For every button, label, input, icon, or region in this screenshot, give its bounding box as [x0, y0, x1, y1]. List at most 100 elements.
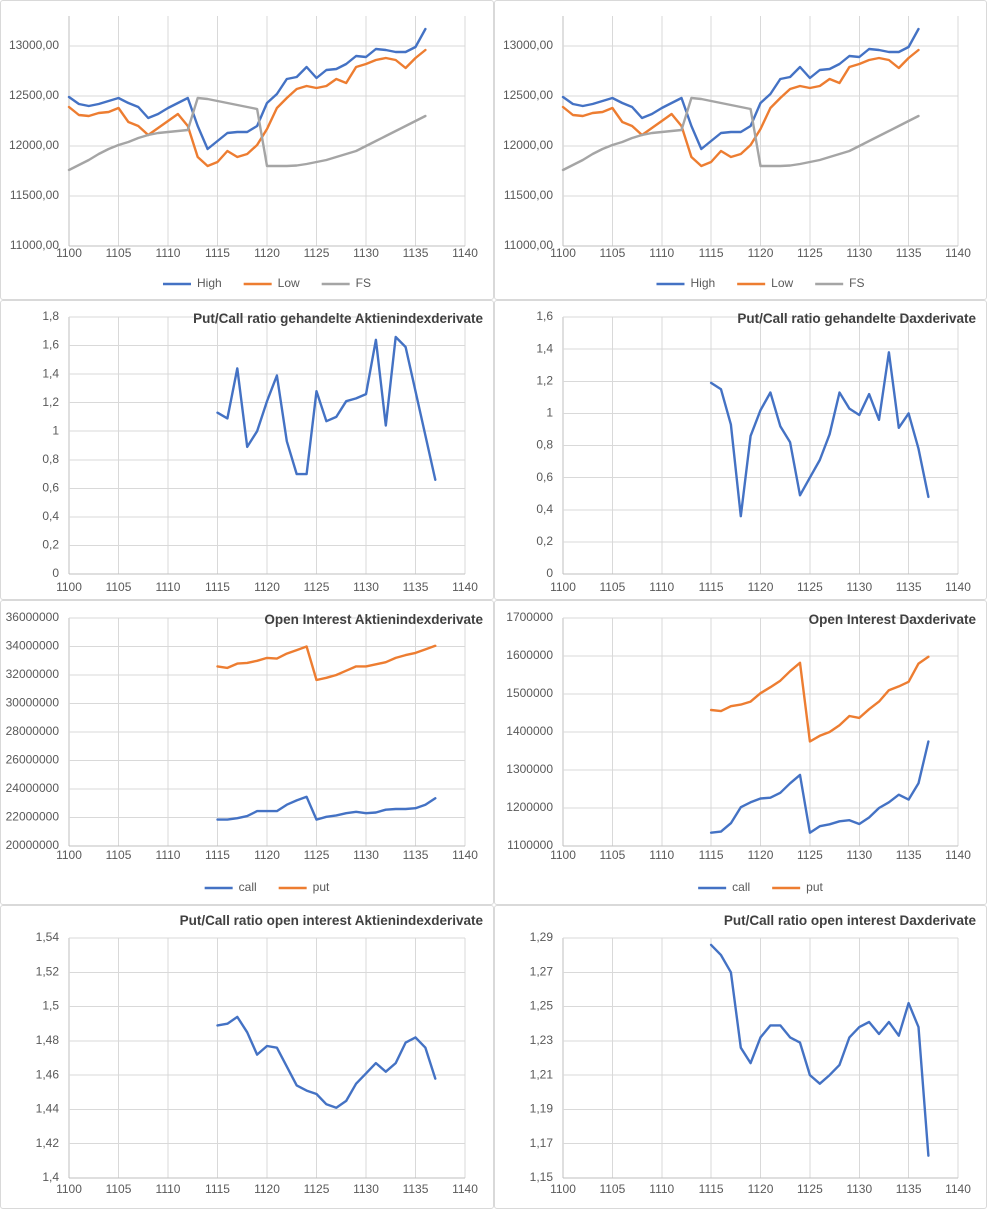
- x-tick-label: 1115: [699, 246, 724, 260]
- x-tick-label: 1105: [106, 580, 132, 594]
- legend-item-low: Low: [243, 276, 300, 290]
- x-tick-label: 1120: [748, 1182, 774, 1196]
- chart-legend: call put: [204, 880, 330, 894]
- chart-panel-high-low-fs-left[interactable]: 11000,00 11500,00 12000,00 12500,00 13000,00…: [0, 0, 494, 300]
- chart-panel-put-call-ratio-traded-daxderivate[interactable]: 0 0,2 0,4 0,6 0,8 1 1,2 1,4 1,6 1100 1105 1110 1115 1…: [494, 300, 987, 600]
- y-tick-label: 1600000: [506, 648, 553, 662]
- x-tick-label: 1130: [353, 848, 379, 862]
- y-tick-label: 34000000: [6, 639, 60, 653]
- y-tick-label: 1,42: [36, 1136, 60, 1150]
- x-tick-label: 1125: [304, 580, 330, 594]
- x-tick-label: 1115: [699, 580, 724, 594]
- x-tick-label: 1105: [599, 848, 625, 862]
- x-tick-label: 1125: [304, 848, 330, 862]
- y-tick-label: 1700000: [506, 610, 553, 624]
- chart-panel-open-interest-aktienindexderivate[interactable]: 20000000 22000000 24000000 26000000 28000000…: [0, 600, 494, 905]
- x-tick-label: 1120: [254, 1182, 280, 1196]
- chart-panel-put-call-ratio-traded-aktienindexderivate[interactable]: 0 0,2 0,4 0,6 0,8 1 1,2 1,4 1,6 1,8 1100 1105 1110 11…: [0, 300, 494, 600]
- chart-canvas: 0 0,2 0,4 0,6 0,8 1 1,2 1,4 1,6 1,8 1100 1105 1110 11…: [42, 309, 483, 594]
- gridlines: [68, 316, 466, 575]
- x-tick-label: 1130: [353, 1182, 379, 1196]
- x-tick-label: 1100: [550, 580, 576, 594]
- y-tick-label: 1,19: [530, 1102, 554, 1116]
- y-tick-label: 1,4: [536, 341, 553, 355]
- chart-panel-high-low-fs-right[interactable]: 11000,00 11500,00 12000,00 12500,00 13000,00…: [494, 0, 987, 300]
- x-tick-label: 1130: [846, 848, 872, 862]
- series-line-put: [216, 644, 437, 682]
- x-tick-label: 1110: [156, 246, 181, 260]
- y-tick-label: 1,4: [42, 1170, 59, 1184]
- legend-label: put: [313, 880, 330, 894]
- legend-item-low: Low: [737, 276, 794, 290]
- y-tick-label: 13000,00: [503, 38, 553, 52]
- legend-item-high: High: [656, 276, 715, 290]
- x-tick-label: 1105: [106, 246, 132, 260]
- x-tick-label: 1115: [205, 246, 230, 260]
- x-tick-label: 1120: [748, 848, 774, 862]
- y-tick-label: 1,46: [36, 1067, 60, 1081]
- x-tick-label: 1110: [156, 848, 181, 862]
- series-line-call: [709, 740, 930, 834]
- y-tick-label: 1500000: [506, 686, 553, 700]
- y-tick-label: 1,8: [42, 309, 59, 323]
- y-tick-label: 1: [546, 406, 553, 420]
- series-line-low: [561, 48, 920, 168]
- y-tick-label: 1,52: [36, 964, 60, 978]
- x-tick-label: 1120: [254, 246, 280, 260]
- y-tick-label: 1200000: [506, 800, 553, 814]
- y-tick-label: 1100000: [507, 838, 553, 852]
- legend-item-put: put: [772, 880, 824, 894]
- chart-canvas: 11000,00 11500,00 12000,00 12500,00 13000,00…: [503, 16, 971, 290]
- x-tick-label: 1100: [56, 1182, 82, 1196]
- y-tick-label: 0,2: [536, 534, 553, 548]
- y-tick-label: 0: [52, 566, 59, 580]
- y-tick-label: 1400000: [506, 724, 553, 738]
- y-tick-label: 0,6: [536, 470, 553, 484]
- x-tick-label: 1135: [896, 246, 922, 260]
- y-tick-label: 36000000: [6, 610, 60, 624]
- y-tick-label: 0,6: [42, 481, 59, 495]
- legend-item-fs: FS: [815, 276, 865, 290]
- y-tick-label: 11000,00: [504, 238, 553, 252]
- y-tick-label: 1,2: [42, 395, 59, 409]
- x-tick-label: 1100: [56, 848, 82, 862]
- y-tick-label: 12000,00: [9, 138, 59, 152]
- series-line-fs: [561, 96, 920, 172]
- chart-title: Put/Call ratio open interest Daxderivate: [724, 913, 977, 928]
- legend-label: High: [690, 276, 715, 290]
- y-tick-label: 32000000: [6, 667, 60, 681]
- chart-title: Open Interest Aktienindexderivate: [264, 612, 483, 627]
- series-line-put-call-ratio: [709, 351, 930, 518]
- chart-panel-put-call-ratio-open-interest-aktienindexderivate[interactable]: 1,4 1,42 1,44 1,46 1,48 1,5 1,52 1,54 1100 1105 11…: [0, 905, 494, 1209]
- chart-title: Put/Call ratio open interest Aktienindex…: [180, 913, 484, 928]
- x-tick-label: 1120: [748, 246, 774, 260]
- legend-item-put: put: [278, 880, 330, 894]
- gridlines: [68, 617, 466, 847]
- x-tick-label: 1105: [599, 1182, 625, 1196]
- y-tick-label: 11500,00: [10, 188, 59, 202]
- x-tick-label: 1125: [797, 848, 823, 862]
- x-tick-label: 1125: [304, 1182, 330, 1196]
- chart-title: Put/Call ratio gehandelte Daxderivate: [737, 311, 976, 326]
- x-tick-label: 1100: [550, 1182, 576, 1196]
- y-tick-label: 11000,00: [10, 238, 59, 252]
- x-tick-label: 1130: [846, 1182, 872, 1196]
- x-tick-label: 1135: [403, 580, 429, 594]
- series-line-high: [67, 27, 427, 151]
- y-tick-label: 12500,00: [503, 88, 553, 102]
- legend-label: Low: [278, 276, 300, 290]
- chart-legend: High Low FS: [162, 276, 371, 290]
- y-tick-label: 0,4: [536, 502, 553, 516]
- gridlines: [562, 617, 959, 847]
- series-line-high: [561, 27, 920, 151]
- y-tick-label: 1,48: [36, 1033, 60, 1047]
- chart-panel-put-call-ratio-open-interest-daxderivate[interactable]: 1,15 1,17 1,19 1,21 1,23 1,25 1,27 1,29 1100 1105…: [494, 905, 987, 1209]
- y-tick-label: 1,54: [36, 930, 60, 944]
- y-tick-label: 0,8: [536, 438, 553, 452]
- x-tick-label: 1130: [846, 580, 872, 594]
- gridlines: [562, 316, 959, 575]
- y-tick-label: 1,2: [536, 373, 553, 387]
- chart-panel-open-interest-daxderivate[interactable]: 1100000 1200000 1300000 1400000 1500000 16000…: [494, 600, 987, 905]
- legend-label: FS: [849, 276, 864, 290]
